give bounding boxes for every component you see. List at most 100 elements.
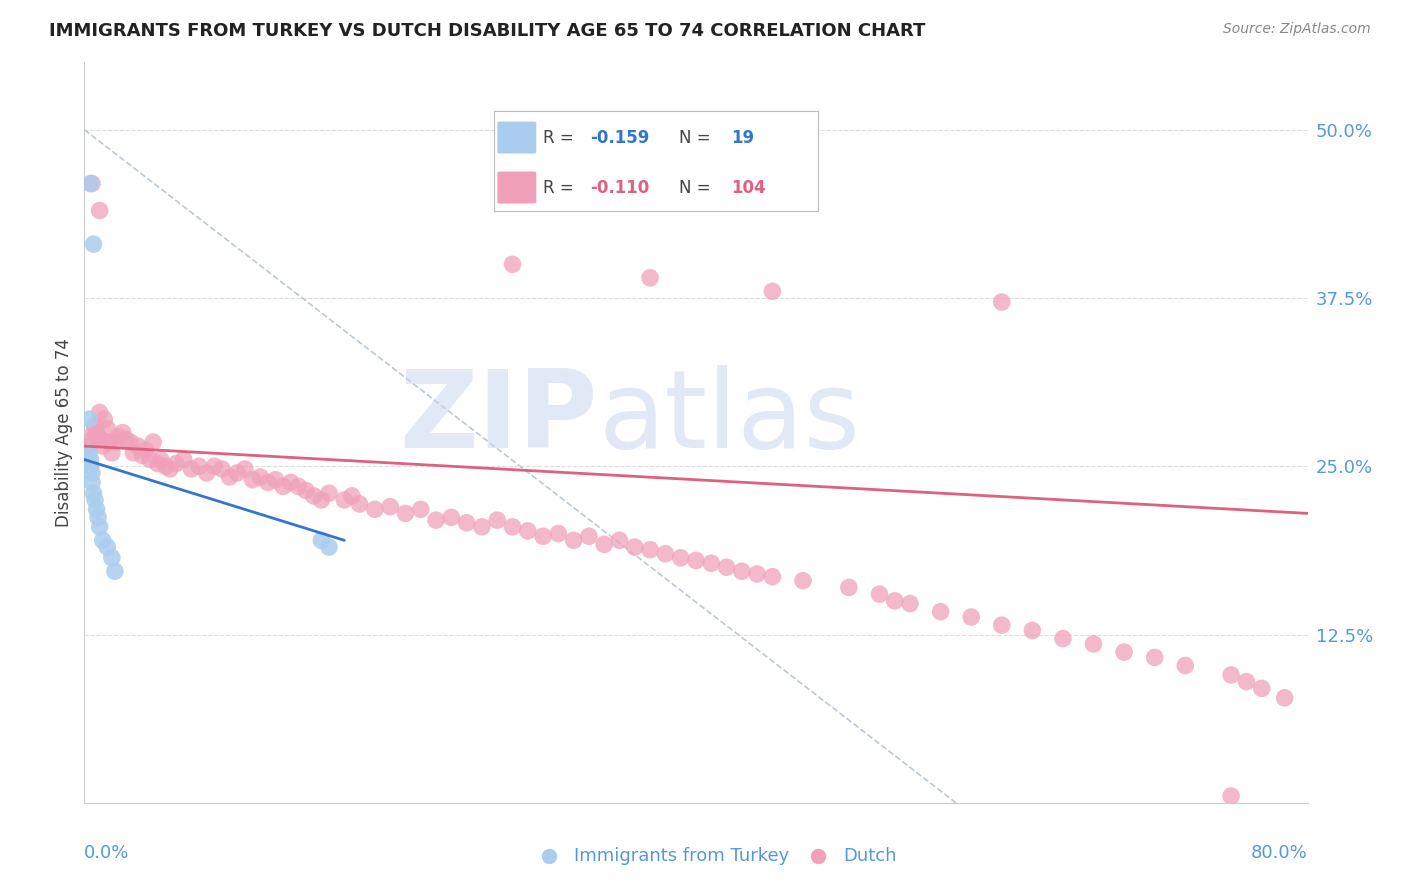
Point — [146, 457, 169, 471]
Point — [838, 581, 860, 595]
Point — [87, 433, 110, 447]
Point — [159, 462, 181, 476]
Point — [142, 435, 165, 450]
Point — [107, 430, 129, 444]
Point — [991, 295, 1014, 310]
Point — [122, 446, 145, 460]
Point — [364, 502, 387, 516]
Point — [394, 507, 416, 521]
Point — [1174, 658, 1197, 673]
Point — [502, 520, 524, 534]
Point — [960, 610, 983, 624]
Point — [80, 475, 103, 490]
Point — [84, 492, 107, 507]
Point — [609, 533, 631, 548]
Point — [638, 542, 661, 557]
Text: Dutch: Dutch — [842, 847, 896, 865]
Point — [311, 492, 333, 507]
Point — [104, 435, 127, 450]
Point — [340, 489, 363, 503]
Point — [83, 486, 105, 500]
Point — [114, 433, 136, 447]
Point — [91, 439, 114, 453]
Point — [120, 435, 142, 450]
Point — [547, 526, 569, 541]
Point — [898, 597, 921, 611]
Point — [1143, 650, 1166, 665]
Point — [716, 560, 738, 574]
Point — [271, 479, 294, 493]
Point — [202, 459, 225, 474]
Point — [761, 569, 783, 583]
Point — [233, 462, 256, 476]
Point — [264, 473, 287, 487]
Point — [155, 459, 177, 474]
Point — [139, 452, 162, 467]
Point — [127, 439, 149, 453]
Point — [311, 533, 333, 548]
Text: atlas: atlas — [598, 365, 860, 471]
Point — [1236, 674, 1258, 689]
Point — [700, 556, 723, 570]
Point — [638, 270, 661, 285]
Point — [1083, 637, 1105, 651]
Point — [280, 475, 302, 490]
Point — [97, 435, 120, 450]
Point — [91, 533, 114, 548]
Point — [87, 510, 110, 524]
Point — [242, 473, 264, 487]
Point — [654, 547, 676, 561]
Point — [380, 500, 402, 514]
Point — [165, 457, 187, 471]
Point — [79, 452, 101, 467]
Point — [593, 537, 616, 551]
Point — [111, 425, 134, 440]
Point — [295, 483, 318, 498]
Point — [1220, 668, 1243, 682]
Point — [211, 462, 233, 476]
Point — [79, 177, 101, 191]
Point — [333, 492, 356, 507]
Point — [83, 425, 105, 440]
Point — [149, 452, 172, 467]
Point — [929, 605, 952, 619]
Point — [685, 553, 707, 567]
Point — [101, 446, 124, 460]
Point — [318, 540, 340, 554]
Point — [195, 466, 218, 480]
Point — [135, 443, 157, 458]
Text: Immigrants from Turkey: Immigrants from Turkey — [574, 847, 789, 865]
Point — [173, 452, 195, 467]
Point — [531, 529, 554, 543]
Point — [77, 412, 100, 426]
Point — [80, 177, 103, 191]
Text: ZIP: ZIP — [399, 365, 598, 471]
Text: IMMIGRANTS FROM TURKEY VS DUTCH DISABILITY AGE 65 TO 74 CORRELATION CHART: IMMIGRANTS FROM TURKEY VS DUTCH DISABILI… — [49, 22, 925, 40]
Point — [1052, 632, 1074, 646]
Point — [131, 449, 153, 463]
Point — [188, 459, 211, 474]
Point — [96, 421, 118, 435]
Y-axis label: Disability Age 65 to 74: Disability Age 65 to 74 — [55, 338, 73, 527]
Point — [624, 540, 647, 554]
Point — [80, 433, 103, 447]
Point — [1114, 645, 1136, 659]
Point — [486, 513, 509, 527]
Point — [302, 489, 325, 503]
Point — [761, 285, 783, 299]
Point — [89, 405, 111, 419]
Point — [1274, 690, 1296, 705]
Text: 0.0%: 0.0% — [84, 844, 129, 862]
Point — [287, 479, 309, 493]
Point — [1250, 681, 1272, 696]
Point — [77, 439, 100, 453]
Point — [77, 446, 100, 460]
Point — [747, 566, 769, 581]
Point — [440, 510, 463, 524]
Point — [991, 618, 1014, 632]
Point — [349, 497, 371, 511]
Point — [104, 564, 127, 578]
Point — [93, 412, 115, 426]
Point — [1220, 789, 1243, 803]
Point — [318, 486, 340, 500]
